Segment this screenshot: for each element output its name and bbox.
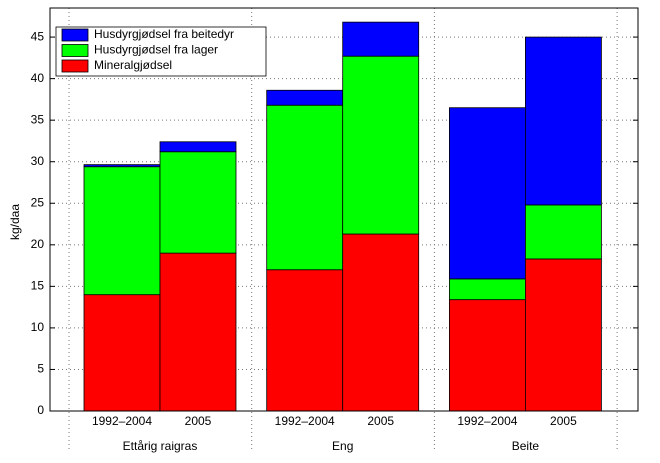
bar-segment (266, 89, 344, 106)
y-tick-label: 30 (31, 154, 45, 168)
y-tick-label: 25 (31, 195, 45, 209)
bar-segment (448, 107, 526, 280)
y-tick-label: 15 (31, 279, 45, 293)
y-tick-label: 0 (37, 403, 44, 417)
bar-segment (83, 164, 161, 168)
x-tick-label: 2005 (367, 414, 394, 428)
legend-label: Husdyrgjødsel fra beitedyr (94, 27, 234, 41)
y-tick-label: 45 (31, 29, 45, 43)
legend-swatch (61, 44, 89, 57)
bar-segment (266, 269, 344, 412)
bar-segment (342, 21, 420, 57)
bar-segment (525, 204, 602, 260)
bar-segment (448, 278, 526, 301)
legend-box (55, 26, 267, 77)
y-tick-label: 40 (31, 71, 45, 85)
legend-swatch (61, 28, 89, 42)
bar-segment (159, 151, 237, 254)
x-tick-label: 1992–2004 (92, 414, 152, 428)
x-tick-label: 1992–2004 (275, 414, 335, 428)
y-tick-label: 10 (31, 320, 45, 334)
bar-segment (159, 252, 237, 412)
group-label: Beite (512, 439, 540, 453)
y-tick-label: 35 (31, 112, 45, 126)
bar-segment (342, 233, 420, 412)
y-tick-label: 5 (37, 362, 44, 376)
legend-swatch (61, 59, 89, 73)
legend-label: Mineralgjødsel (94, 58, 172, 72)
y-tick-label: 20 (31, 237, 45, 251)
legend-label: Husdyrgjødsel fra lager (94, 43, 218, 57)
plot-frame (49, 7, 639, 412)
x-tick-label: 1992–2004 (457, 414, 517, 428)
bar-segment (83, 294, 161, 412)
group-label: Ettårig raigras (123, 439, 198, 453)
x-tick-label: 2005 (550, 414, 577, 428)
y-axis-label: kg/daa (8, 204, 22, 240)
bar-segment (448, 299, 526, 412)
bar-segment (159, 141, 237, 153)
bar-segment (83, 166, 161, 296)
x-tick-label: 2005 (185, 414, 212, 428)
group-label: Eng (332, 439, 353, 453)
bar-segment (525, 258, 602, 412)
bar-segment (266, 104, 344, 271)
bar-segment (525, 36, 602, 206)
bar-segment (342, 55, 420, 235)
